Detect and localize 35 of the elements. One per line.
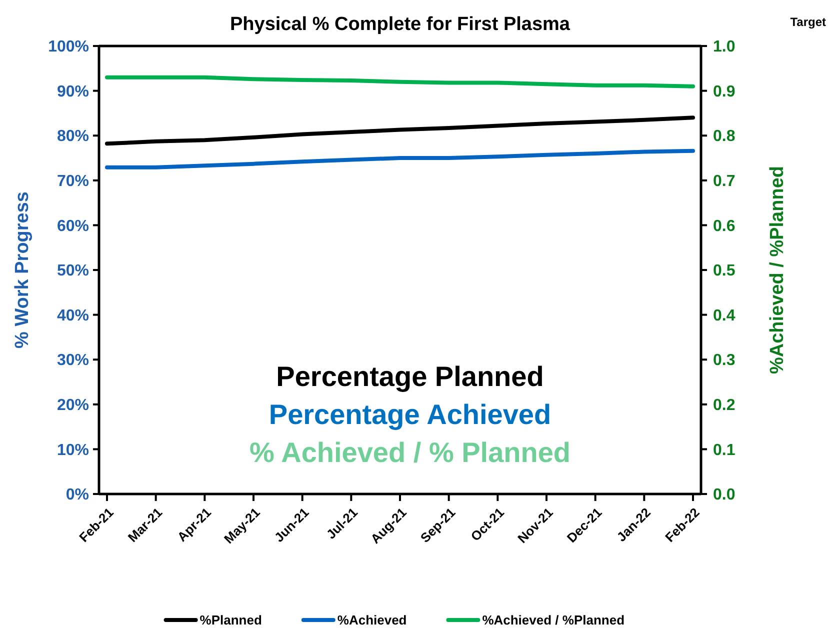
y-tick-label: 90%	[56, 83, 89, 100]
y2-tick-label: 0.4	[713, 307, 736, 324]
line-series	[105, 75, 695, 88]
line-series	[105, 116, 695, 146]
y-tick-label: 0%	[66, 486, 89, 504]
y2-axis-title: %Achieved / %Planned	[767, 166, 788, 374]
annotation: % Achieved / % Planned	[249, 437, 571, 468]
y2-tick-label: 1.0	[713, 38, 736, 56]
annotation: Percentage Achieved	[268, 399, 552, 430]
y2-tick-label: 0.2	[713, 397, 736, 414]
line-series	[105, 148, 695, 170]
y2-tick-label: 0.8	[713, 128, 736, 146]
text: Target	[790, 15, 826, 29]
legend-label: %Achieved	[337, 612, 407, 628]
y2-tick-label: 0.5	[713, 262, 736, 280]
y2-tick-label: 0.0	[713, 486, 736, 504]
y-tick-label: 40%	[56, 307, 89, 324]
y2-tick-label: 0.6	[713, 218, 736, 235]
legend-label: %Achieved / %Planned	[482, 612, 625, 628]
y-tick-label: 60%	[56, 218, 89, 235]
y-tick-label: 20%	[56, 397, 89, 414]
y-tick-label: 80%	[56, 128, 89, 146]
y-tick-label: 70%	[56, 173, 89, 190]
y2-tick-label: 0.9	[713, 83, 736, 100]
y-tick-label: 100%	[48, 38, 89, 56]
y-tick-label: 50%	[56, 262, 89, 280]
annotation: Percentage Planned	[276, 361, 544, 392]
y-tick-label: 10%	[56, 442, 89, 459]
y2-tick-label: 0.3	[713, 352, 736, 370]
legend-label: %Planned	[200, 612, 262, 628]
chart-title: Physical % Complete for First Plasma	[230, 14, 570, 35]
y2-tick-label: 0.7	[713, 173, 736, 190]
y2-tick-label: 0.1	[713, 442, 736, 459]
y-axis-title: % Work Progress	[12, 192, 33, 348]
y-tick-label: 30%	[56, 352, 89, 370]
